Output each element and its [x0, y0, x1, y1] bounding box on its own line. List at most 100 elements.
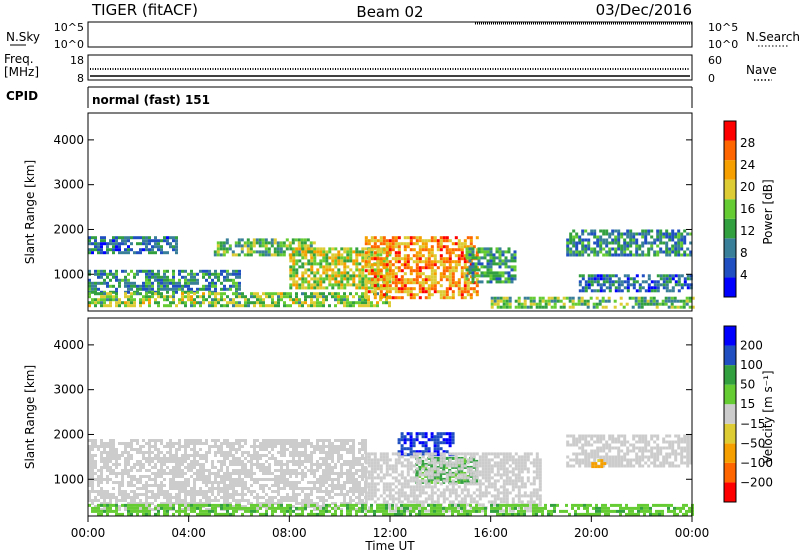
power-cell: [599, 247, 603, 251]
power-cell: [569, 235, 573, 239]
velocity-cell: [442, 458, 446, 462]
velocity-cell: [262, 442, 265, 445]
velocity-cell: [391, 500, 395, 504]
power-cell: [439, 245, 443, 249]
power-cell: [673, 305, 677, 309]
power-cell: [103, 251, 106, 255]
power-cell: [160, 284, 163, 288]
power-cell: [271, 295, 274, 299]
velocity-cell: [442, 438, 446, 442]
power-cell: [247, 301, 250, 305]
velocity-cell: [460, 497, 464, 501]
power-cell: [322, 253, 326, 257]
power-cell: [178, 301, 181, 305]
power-cell: [589, 296, 593, 300]
velocity-cell: [463, 482, 467, 486]
velocity-cell: [514, 485, 518, 489]
power-cell: [151, 272, 154, 276]
velocity-cell: [109, 451, 112, 454]
power-cell: [611, 238, 615, 242]
velocity-cell: [433, 447, 437, 451]
velocity-cell: [352, 484, 355, 487]
power-cell: [118, 251, 121, 255]
power-cell: [647, 232, 651, 236]
velocity-cell: [382, 488, 386, 492]
power-cell: [133, 281, 136, 285]
velocity-cell: [226, 466, 229, 469]
power-cell: [421, 239, 425, 243]
velocity-cell: [499, 491, 503, 495]
power-cell: [683, 280, 687, 284]
power-cell: [322, 256, 326, 260]
velocity-cell: [130, 481, 133, 484]
power-cell: [297, 241, 301, 245]
power-cell: [247, 304, 250, 308]
power-cell: [97, 248, 100, 252]
power-cell: [232, 278, 235, 282]
velocity-cell: [115, 448, 118, 451]
power-cell: [451, 251, 455, 255]
power-cell: [635, 289, 639, 293]
power-cell: [172, 278, 175, 282]
power-cell: [319, 304, 322, 308]
velocity-cell: [364, 500, 368, 504]
power-cell: [608, 241, 612, 245]
power-cell: [569, 232, 573, 236]
velocity-cell: [397, 450, 401, 454]
velocity-cell: [112, 448, 115, 451]
velocity-cell: [97, 448, 100, 451]
power-cell: [529, 296, 533, 300]
power-cell: [343, 283, 347, 287]
power-cell: [166, 290, 169, 294]
power-cell: [100, 301, 103, 305]
power-cell: [652, 302, 656, 306]
velocity-cell: [490, 494, 494, 498]
power-cell: [313, 277, 317, 281]
velocity-cell: [421, 444, 425, 448]
power-cell: [364, 278, 368, 282]
velocity-cell: [130, 454, 133, 457]
power-cell: [169, 304, 172, 308]
velocity-cell: [190, 496, 193, 499]
power-cell: [676, 305, 680, 309]
velocity-cell: [352, 499, 355, 502]
power-cell: [319, 283, 323, 287]
velocity-cell: [214, 478, 217, 481]
velocity-cell: [514, 458, 518, 462]
velocity-cell: [268, 466, 271, 469]
power-cell: [640, 305, 644, 309]
power-cell: [355, 259, 359, 263]
velocity-cell: [256, 451, 259, 454]
power-cell: [88, 242, 91, 246]
power-cell: [379, 260, 383, 264]
velocity-cell: [91, 481, 94, 484]
velocity-cell: [304, 466, 307, 469]
velocity-cell: [241, 481, 244, 484]
velocity-cell: [220, 463, 223, 466]
velocity-cell: [403, 441, 407, 445]
velocity-cell: [280, 499, 283, 502]
velocity-cell: [349, 460, 352, 463]
power-cell: [148, 304, 151, 308]
power-cell: [124, 281, 127, 285]
velocity-cell: [286, 472, 289, 475]
velocity-cell: [94, 442, 97, 445]
velocity-cell: [166, 451, 169, 454]
velocity-cell: [436, 494, 440, 498]
power-cell: [160, 281, 163, 285]
velocity-cell: [379, 494, 383, 498]
power-colorbar-tick: 20: [740, 180, 755, 194]
velocity-cell: [391, 497, 395, 501]
power-cell: [391, 263, 395, 267]
velocity-cell: [103, 499, 106, 502]
velocity-cell: [469, 497, 473, 501]
velocity-cell: [232, 478, 235, 481]
velocity-cell: [274, 439, 277, 442]
velocity-cell: [337, 487, 340, 490]
velocity-cell: [109, 502, 112, 505]
power-cell: [349, 268, 353, 272]
velocity-cell: [241, 466, 244, 469]
power-cell: [451, 290, 455, 294]
power-cell: [451, 269, 455, 273]
velocity-cell: [190, 499, 193, 502]
